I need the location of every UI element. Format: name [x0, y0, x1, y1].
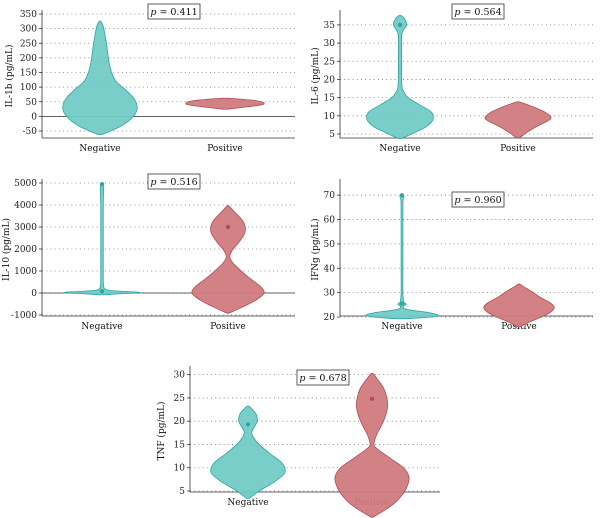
y-tick-label: 60	[324, 216, 336, 226]
y-tick-label: 30	[324, 289, 336, 299]
p-value-label: p = 0.411	[150, 7, 197, 18]
y-tick-label: 70	[324, 191, 336, 201]
violin-panel-1: -50 0 50 100 150 200 250 300 350 IL-1b (pg/mL) Neg…	[4, 4, 295, 154]
outlier-point	[246, 422, 250, 426]
category-label: Negative	[381, 322, 422, 332]
y-tick-label: -50	[23, 127, 38, 137]
y-tick-label: 15	[324, 94, 336, 104]
y-tick-label: 350	[20, 10, 37, 20]
y-tick-label: 50	[26, 98, 38, 108]
y-tick-label: 5	[329, 130, 335, 140]
y-tick-label: 150	[20, 69, 37, 79]
y-tick-label: -1000	[11, 311, 37, 321]
outlier-point	[398, 23, 402, 27]
violin-negative	[63, 21, 137, 135]
y-tick-label: 15	[174, 440, 186, 450]
y-tick-label: 0	[31, 112, 37, 122]
y-tick-label: 10	[324, 112, 336, 122]
violin-positive	[485, 102, 551, 138]
violin-negative	[367, 16, 434, 139]
y-tick-label: 30	[324, 39, 336, 49]
violin-panel-2: 5 10 15 20 25 30 35 IL-6 (pg/mL) Negative Positiv…	[310, 4, 593, 154]
y-tick-label: 250	[20, 39, 37, 49]
outlier-point	[100, 182, 104, 186]
y-axis-label: IL-1b (pg/mL)	[4, 44, 15, 107]
violin-positive	[335, 373, 409, 517]
outlier-point	[400, 193, 404, 197]
category-label: Positive	[210, 322, 246, 332]
y-tick-label: 20	[174, 417, 186, 427]
violin-negative	[211, 406, 286, 498]
outlier-point	[226, 225, 230, 229]
y-tick-label: 40	[324, 264, 336, 274]
y-tick-label: 10	[174, 464, 186, 474]
violin-figure: -50050100150200250300350IL-1b (pg/mL)Neg…	[0, 0, 600, 518]
y-tick-label: 30	[174, 371, 186, 381]
y-tick-label: 100	[20, 83, 37, 93]
y-tick-label: 5	[179, 487, 185, 497]
violin-positive	[186, 98, 264, 109]
category-label: Negative	[227, 498, 268, 508]
category-label: Negative	[79, 144, 120, 154]
y-tick-label: 25	[324, 57, 336, 67]
y-tick-label: 0	[31, 289, 37, 299]
y-tick-label: 5000	[14, 179, 37, 189]
category-label: Positive	[500, 144, 536, 154]
y-tick-label: 1000	[14, 267, 37, 277]
p-value-label: p = 0.516	[150, 177, 197, 188]
violin-positive	[484, 284, 555, 327]
p-value-label: p = 0.960	[454, 195, 501, 206]
p-value-label: p = 0.564	[454, 7, 501, 18]
y-tick-label: 200	[20, 54, 37, 64]
y-tick-label: 3000	[14, 223, 37, 233]
violin-negative	[65, 184, 140, 295]
p-value-label: p = 0.678	[299, 373, 346, 384]
outlier-point	[370, 397, 374, 401]
y-tick-label: 20	[324, 75, 336, 85]
y-tick-label: 4000	[14, 201, 37, 211]
y-tick-label: 2000	[14, 245, 37, 255]
y-tick-label: 35	[324, 21, 336, 31]
y-tick-label: 25	[174, 394, 186, 404]
outlier-point	[400, 302, 404, 306]
y-axis-label: IL-6 (pg/mL)	[310, 47, 321, 104]
category-label: Negative	[81, 322, 122, 332]
y-axis-label: IL-10 (pg/mL)	[1, 218, 12, 281]
category-label: Positive	[207, 144, 243, 154]
outlier-point	[100, 289, 104, 293]
y-tick-label: 300	[20, 25, 37, 35]
category-label: Negative	[379, 144, 420, 154]
violin-positive	[192, 206, 264, 314]
y-tick-label: 50	[324, 240, 336, 250]
y-tick-label: 20	[324, 313, 336, 323]
y-axis-label: TNF (pg/mL)	[156, 401, 167, 460]
violin-negative	[366, 195, 438, 319]
y-axis-label: IFNg (pg/mL)	[310, 218, 321, 280]
violin-panel-3: -1000 0 1000 2000 3000 4000 5000 IL-10 (pg/mL) N…	[1, 174, 295, 332]
